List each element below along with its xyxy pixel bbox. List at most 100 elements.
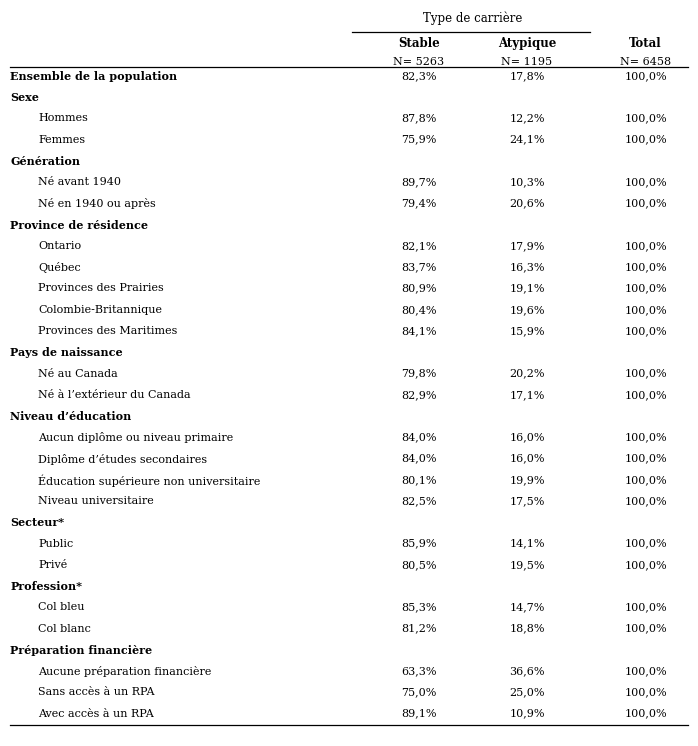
Text: 85,9%: 85,9% [401,539,436,548]
Text: 100,0%: 100,0% [624,369,667,378]
Text: 100,0%: 100,0% [624,390,667,400]
Text: Type de carrière: Type de carrière [423,11,523,25]
Text: Provinces des Maritimes: Provinces des Maritimes [38,326,178,336]
Text: 100,0%: 100,0% [624,263,667,272]
Text: 80,9%: 80,9% [401,283,436,293]
Text: 100,0%: 100,0% [624,283,667,293]
Text: 36,6%: 36,6% [510,666,544,676]
Text: 75,9%: 75,9% [401,135,436,145]
Text: 100,0%: 100,0% [624,241,667,251]
Text: 100,0%: 100,0% [624,454,667,463]
Text: 100,0%: 100,0% [624,305,667,315]
Text: 10,9%: 10,9% [510,709,544,718]
Text: 17,8%: 17,8% [510,71,544,81]
Text: N= 1195: N= 1195 [501,57,553,66]
Text: 15,9%: 15,9% [510,326,544,336]
Text: 25,0%: 25,0% [510,688,544,698]
Text: Hommes: Hommes [38,113,88,123]
Text: Ensemble de la population: Ensemble de la population [10,71,177,82]
Text: 100,0%: 100,0% [624,709,667,718]
Text: 19,6%: 19,6% [510,305,544,315]
Text: 100,0%: 100,0% [624,560,667,570]
Text: 19,1%: 19,1% [510,283,544,293]
Text: 100,0%: 100,0% [624,496,667,506]
Text: Québec: Québec [38,263,81,273]
Text: 80,5%: 80,5% [401,560,436,570]
Text: Né au Canada: Né au Canada [38,369,118,378]
Text: Né en 1940 ou après: Né en 1940 ou après [38,198,156,210]
Text: Privé: Privé [38,560,68,570]
Text: 20,6%: 20,6% [510,198,544,208]
Text: 17,1%: 17,1% [510,390,544,400]
Text: 18,8%: 18,8% [510,624,544,633]
Text: 17,5%: 17,5% [510,496,544,506]
Text: 89,1%: 89,1% [401,709,436,718]
Text: N= 6458: N= 6458 [620,57,671,66]
Text: 16,0%: 16,0% [510,454,544,463]
Text: 100,0%: 100,0% [624,178,667,187]
Text: 24,1%: 24,1% [510,135,544,145]
Text: Secteur*: Secteur* [10,518,65,528]
Text: Sexe: Sexe [10,93,39,103]
Text: Génération: Génération [10,156,80,167]
Text: 100,0%: 100,0% [624,603,667,612]
Text: Niveau universitaire: Niveau universitaire [38,496,154,506]
Text: Total: Total [630,37,662,49]
Text: 100,0%: 100,0% [624,666,667,676]
Text: 81,2%: 81,2% [401,624,436,633]
Text: N= 5263: N= 5263 [393,57,445,66]
Text: Niveau d’éducation: Niveau d’éducation [10,411,132,422]
Text: 82,1%: 82,1% [401,241,436,251]
Text: 100,0%: 100,0% [624,624,667,633]
Text: Femmes: Femmes [38,135,86,145]
Text: 100,0%: 100,0% [624,71,667,81]
Text: 83,7%: 83,7% [401,263,436,272]
Text: Colombie-Britannique: Colombie-Britannique [38,305,163,315]
Text: 63,3%: 63,3% [401,666,436,676]
Text: Pays de naissance: Pays de naissance [10,348,123,358]
Text: 12,2%: 12,2% [510,113,544,123]
Text: 100,0%: 100,0% [624,113,667,123]
Text: 84,1%: 84,1% [401,326,436,336]
Text: 82,5%: 82,5% [401,496,436,506]
Text: 100,0%: 100,0% [624,135,667,145]
Text: 79,4%: 79,4% [401,198,436,208]
Text: 100,0%: 100,0% [624,326,667,336]
Text: 89,7%: 89,7% [401,178,436,187]
Text: Province de résidence: Province de résidence [10,220,149,231]
Text: 100,0%: 100,0% [624,433,667,442]
Text: Né avant 1940: Né avant 1940 [38,178,121,187]
Text: 79,8%: 79,8% [401,369,436,378]
Text: Atypique: Atypique [498,37,556,49]
Text: Stable: Stable [398,37,440,49]
Text: Ontario: Ontario [38,241,82,251]
Text: 100,0%: 100,0% [624,688,667,698]
Text: 17,9%: 17,9% [510,241,544,251]
Text: 87,8%: 87,8% [401,113,436,123]
Text: 75,0%: 75,0% [401,688,436,698]
Text: Éducation supérieure non universitaire: Éducation supérieure non universitaire [38,475,261,487]
Text: Aucune préparation financière: Aucune préparation financière [38,666,211,677]
Text: 84,0%: 84,0% [401,454,436,463]
Text: 80,1%: 80,1% [401,475,436,485]
Text: 82,3%: 82,3% [401,71,436,81]
Text: 80,4%: 80,4% [401,305,436,315]
Text: 16,0%: 16,0% [510,433,544,442]
Text: 100,0%: 100,0% [624,539,667,548]
Text: 85,3%: 85,3% [401,603,436,612]
Text: 19,5%: 19,5% [510,560,544,570]
Text: 19,9%: 19,9% [510,475,544,485]
Text: 100,0%: 100,0% [624,475,667,485]
Text: Avec accès à un RPA: Avec accès à un RPA [38,709,154,718]
Text: Col bleu: Col bleu [38,603,85,612]
Text: Profession*: Profession* [10,581,82,592]
Text: Col blanc: Col blanc [38,624,91,633]
Text: 20,2%: 20,2% [510,369,544,378]
Text: Provinces des Prairies: Provinces des Prairies [38,283,164,293]
Text: Préparation financière: Préparation financière [10,645,153,656]
Text: Diplôme d’études secondaires: Diplôme d’études secondaires [38,454,207,465]
Text: 14,7%: 14,7% [510,603,544,612]
Text: Aucun diplôme ou niveau primaire: Aucun diplôme ou niveau primaire [38,433,234,443]
Text: 100,0%: 100,0% [624,198,667,208]
Text: Né à l’extérieur du Canada: Né à l’extérieur du Canada [38,390,191,400]
